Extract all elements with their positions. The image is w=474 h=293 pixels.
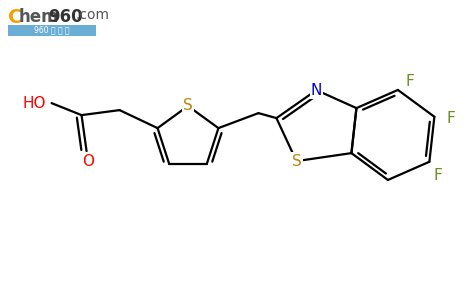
Text: S: S (183, 98, 193, 113)
Text: hem: hem (19, 8, 60, 26)
Text: .com: .com (76, 8, 110, 22)
FancyBboxPatch shape (8, 25, 96, 36)
Text: S: S (292, 154, 301, 168)
Text: 960 化 工 网: 960 化 工 网 (34, 25, 70, 35)
Text: F: F (446, 111, 455, 126)
Text: N: N (311, 83, 322, 98)
Text: HO: HO (22, 96, 46, 111)
Text: 960: 960 (48, 8, 82, 26)
Text: F: F (406, 74, 414, 89)
Text: F: F (433, 168, 442, 183)
Text: C: C (8, 8, 22, 27)
Text: O: O (82, 154, 95, 168)
